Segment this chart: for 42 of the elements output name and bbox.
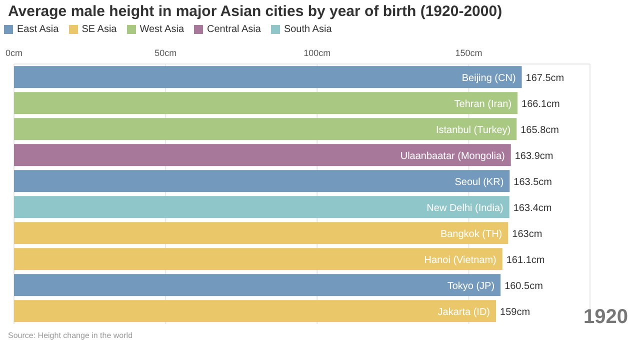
bar bbox=[14, 274, 501, 296]
x-tick-label: 150cm bbox=[455, 48, 482, 58]
y-tick-label: Hanoi (Vietnam) bbox=[424, 255, 496, 266]
bar bbox=[14, 170, 510, 192]
x-tick-label: 100cm bbox=[304, 48, 331, 58]
x-tick-label: 0cm bbox=[5, 48, 23, 58]
bar bbox=[14, 222, 508, 244]
annotation: 1920 bbox=[584, 306, 628, 329]
text: 166.1cm bbox=[522, 99, 560, 110]
text: 159cm bbox=[500, 307, 530, 318]
y-tick-label: Jakarta (ID) bbox=[438, 307, 490, 318]
text: 167.5cm bbox=[526, 73, 564, 84]
legend-label: East Asia bbox=[17, 24, 59, 35]
y-tick-label: Seoul (KR) bbox=[454, 177, 504, 188]
y-tick-label: Ulaanbaatar (Mongolia) bbox=[400, 151, 505, 162]
y-tick-label: Beijing (CN) bbox=[462, 73, 516, 84]
bar bbox=[14, 300, 496, 322]
legend-label: West Asia bbox=[140, 24, 184, 35]
bar bbox=[14, 66, 522, 88]
text: 160.5cm bbox=[504, 281, 543, 292]
y-tick-label: Istanbul (Turkey) bbox=[436, 125, 511, 136]
y-tick-label: Tokyo (JP) bbox=[447, 281, 495, 292]
legend-label: South Asia bbox=[284, 24, 332, 35]
text: 163.4cm bbox=[513, 203, 552, 214]
text: 163cm bbox=[512, 229, 542, 240]
text: 161.1cm bbox=[506, 255, 545, 266]
chart-title: Average male height in major Asian cities by year of birth (1920-2000) bbox=[8, 3, 502, 20]
bar bbox=[14, 144, 511, 166]
text: 163.5cm bbox=[514, 177, 552, 188]
y-tick-label: Tehran (Iran) bbox=[454, 99, 512, 110]
bar bbox=[14, 118, 517, 140]
bar bbox=[14, 92, 518, 114]
legend-label: SE Asia bbox=[82, 24, 117, 35]
bar bbox=[14, 196, 510, 218]
text: 165.8cm bbox=[520, 125, 559, 136]
y-tick-label: Bangkok (TH) bbox=[440, 229, 502, 240]
source-note: Source: Height change in the world bbox=[8, 331, 133, 340]
text: 163.9cm bbox=[514, 151, 554, 162]
bar bbox=[14, 248, 502, 270]
legend-label: Central Asia bbox=[207, 24, 261, 35]
y-tick-label: New Delhi (India) bbox=[426, 203, 504, 214]
x-tick-label: 50cm bbox=[154, 48, 177, 58]
